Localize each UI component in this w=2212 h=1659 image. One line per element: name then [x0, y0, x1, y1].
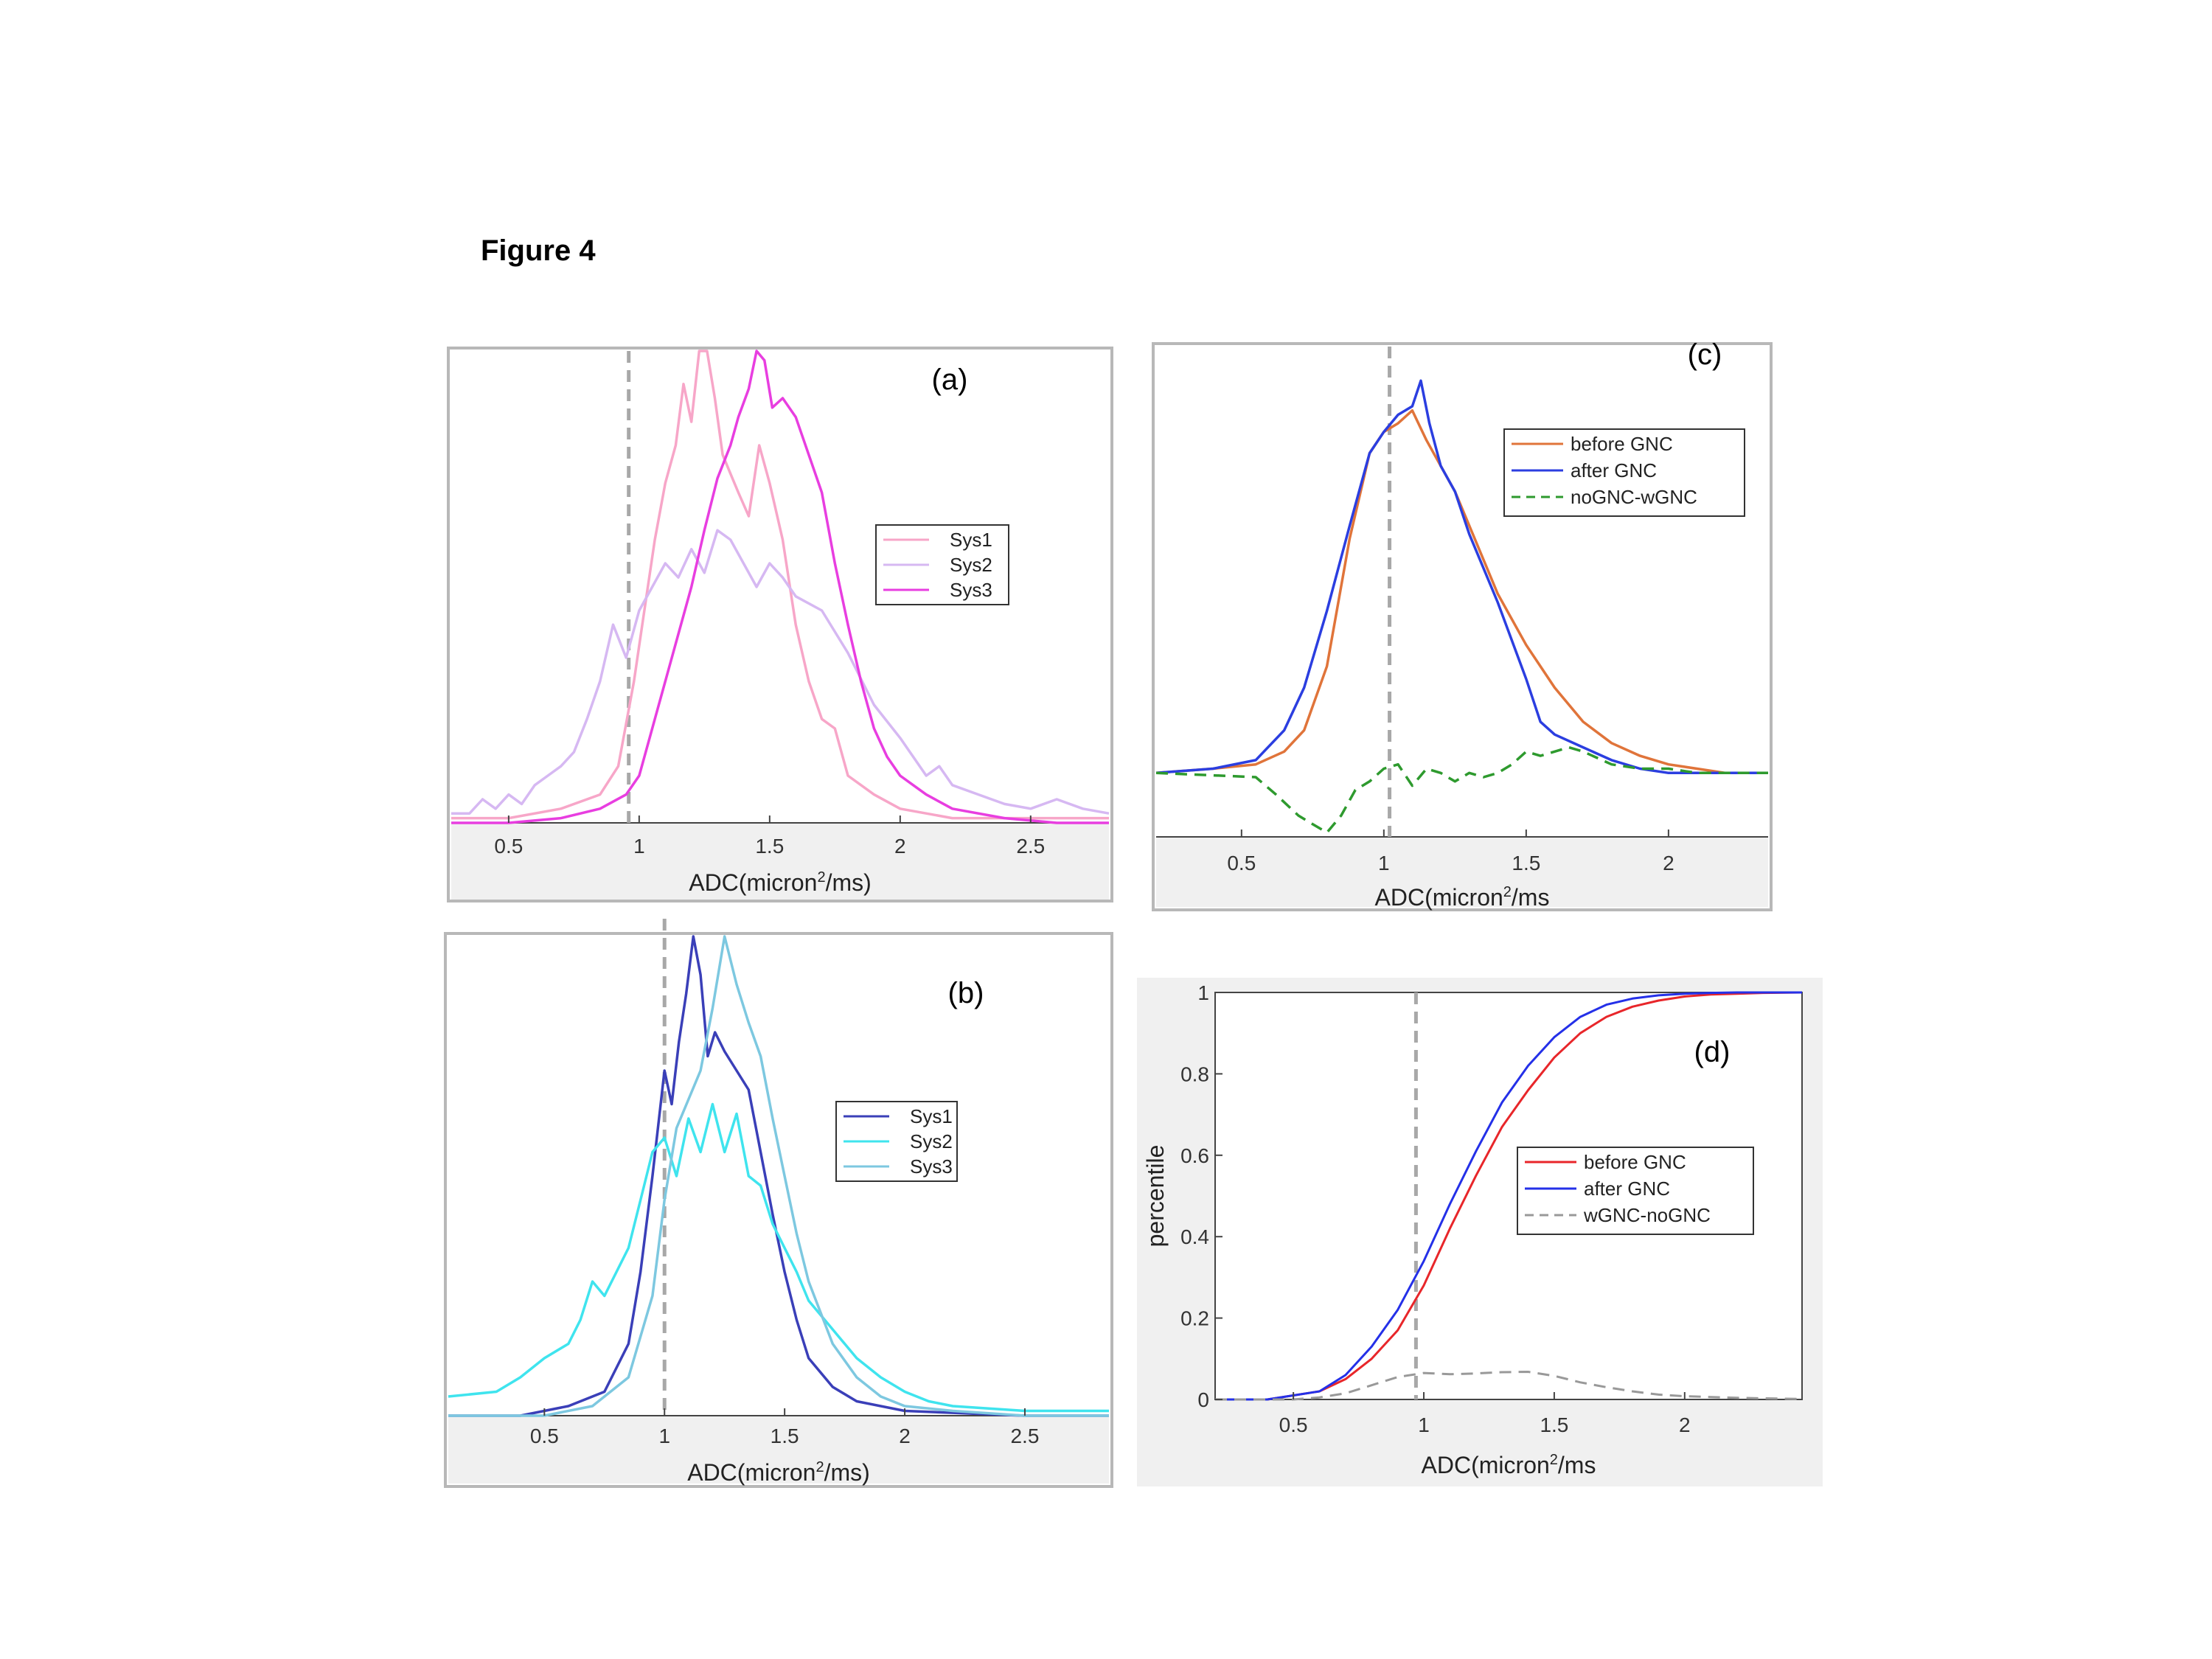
x-tick-label: 1 — [633, 835, 645, 858]
x-tick-label: 2 — [894, 835, 906, 858]
x-tick-label: 1 — [1418, 1413, 1430, 1436]
panel-label: (d) — [1694, 1036, 1731, 1068]
series-line-2 — [1215, 991, 1802, 1401]
series-line-2 — [451, 529, 1110, 815]
series-line-3 — [1215, 1371, 1803, 1401]
legend-entry: wGNC-noGNC — [1583, 1204, 1711, 1226]
series-line-1 — [448, 935, 1109, 1417]
legend: before GNC after GNC wGNC-noGNC — [1517, 1147, 1754, 1235]
legend-entry: Sys1 — [910, 1105, 953, 1127]
legend-entry: Sys3 — [910, 1155, 953, 1178]
legend-entry: noGNC-wGNC — [1571, 486, 1697, 508]
legend-entry: before GNC — [1584, 1151, 1686, 1173]
series-line-3 — [451, 349, 1109, 824]
x-tick-label: 1.5 — [1512, 852, 1540, 874]
x-axis-label: ADC(micron2/ms — [1422, 1452, 1596, 1478]
x-tick-label: 2 — [1679, 1413, 1691, 1436]
panel-label: (a) — [932, 364, 968, 396]
x-tick-label: 0.5 — [494, 835, 523, 858]
legend-entry: Sys3 — [950, 579, 992, 601]
x-tick-label: 2 — [899, 1425, 911, 1447]
x-tick-label: 1.5 — [1540, 1413, 1568, 1436]
legend: before GNC after GNC noGNC-wGNC — [1503, 428, 1745, 517]
y-tick-label: 1 — [1197, 981, 1209, 1004]
figure-title: Figure 4 — [481, 234, 596, 267]
x-tick-label: 0.5 — [1227, 852, 1256, 874]
panel-label: (c) — [1688, 338, 1722, 371]
x-tick-label: 2 — [1663, 852, 1674, 874]
panel-frame — [444, 932, 1113, 1488]
legend-entry: Sys2 — [950, 554, 992, 576]
axis-band — [1156, 837, 1768, 907]
series-line-3 — [448, 935, 1109, 1417]
chart-panel-c: 0.5 1 1.5 2 ADC(micron2/ms (c) before GNC after… — [1152, 338, 1773, 911]
x-tick-label: 2.5 — [1016, 835, 1045, 858]
y-tick-label: 0.4 — [1180, 1225, 1209, 1248]
legend-entry: Sys2 — [910, 1130, 953, 1152]
y-tick-label: 0 — [1197, 1388, 1209, 1411]
legend: Sys1 Sys2 Sys3 — [835, 1101, 958, 1182]
series-line-1 — [451, 349, 1109, 820]
x-tick-label: 2.5 — [1010, 1425, 1039, 1447]
x-tick-label: 1 — [658, 1425, 670, 1447]
legend-entry: after GNC — [1571, 459, 1657, 481]
chart-panel-b: 0.5 1 1.5 2 2.5ADC(micron2/ms)(b)Sys1Sys2Sys… — [444, 919, 1113, 1488]
y-tick-label: 0.8 — [1180, 1062, 1209, 1085]
x-tick-label: 0.5 — [1279, 1413, 1308, 1436]
legend-entry: after GNC — [1584, 1178, 1670, 1200]
axis-band — [451, 823, 1109, 900]
x-axis-label: ADC(micron2/ms) — [687, 1459, 870, 1486]
y-axis-label: percentile — [1142, 1145, 1169, 1248]
x-tick-label: 1.5 — [755, 835, 784, 858]
axis-band — [448, 1416, 1109, 1484]
y-tick-label: 0.6 — [1180, 1144, 1209, 1167]
legend: Sys1 Sys2 Sys3 — [875, 524, 1009, 605]
x-tick-label: 1 — [1378, 852, 1390, 874]
chart-panel-a: 0.5 1 1.5 2 2.5ADC(micron2/ms)(a)Sys1Sys2Sys… — [447, 347, 1113, 902]
series-line-1 — [1215, 991, 1803, 1401]
series-line-2 — [448, 1102, 1109, 1413]
legend-entry: Sys1 — [950, 529, 992, 551]
series-line-2 — [1155, 379, 1768, 775]
x-tick-label: 1.5 — [771, 1425, 799, 1447]
legend-entry: before GNC — [1571, 433, 1673, 455]
x-axis-label: ADC(micron2/ms) — [689, 869, 872, 896]
chart-panel-d: 0.5 1 1.5 2 0 0.2 0.4 0.6 0.8 1 percentile ADC(micr… — [1137, 978, 1823, 1486]
x-axis-label: ADC(micron2/ms — [1375, 884, 1550, 911]
panel-label: (b) — [948, 977, 984, 1009]
y-tick-label: 0.2 — [1180, 1307, 1209, 1330]
x-tick-label: 0.5 — [530, 1425, 559, 1447]
